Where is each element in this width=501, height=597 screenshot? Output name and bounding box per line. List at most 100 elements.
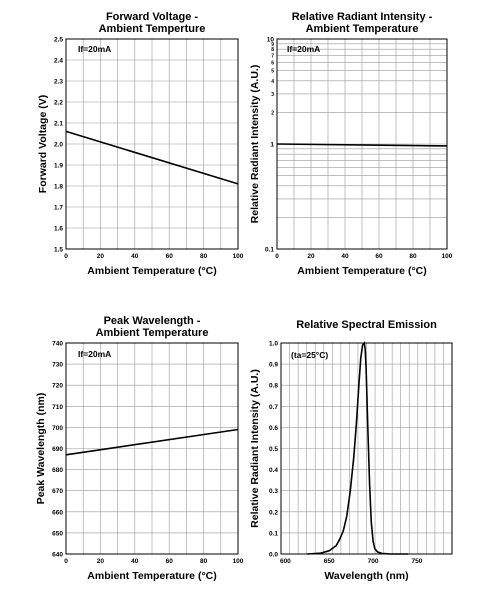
y-tick-label: 2.3	[54, 79, 63, 86]
y-tick-label: 2.1	[54, 121, 63, 128]
x-tick-label: 40	[131, 253, 139, 260]
y-minor-tick-label: 7	[271, 53, 274, 59]
plot-frame	[65, 342, 239, 555]
y-tick-label: 650	[52, 530, 63, 537]
condition-annotation: (ta=25°C)	[291, 350, 328, 360]
y-ticks: 0.0 0.1 0.2 0.3 0.4 0.5 0.6 0.7 0.8 0.9 1.0	[269, 341, 278, 559]
data-line	[65, 130, 239, 185]
x-tick-label: 60	[375, 253, 383, 260]
y-tick-label: 670	[52, 488, 63, 495]
y-tick-label: 1.9	[54, 163, 63, 170]
chart-title: Relative Radiant Intensity -	[292, 11, 433, 23]
x-ticks: 0 20 40 60 80 100	[64, 558, 244, 565]
plot-frame	[65, 38, 239, 250]
x-axis-label: Ambient Temperature (°C)	[297, 265, 426, 277]
chart-3: Peak Wavelength -Ambient Temperature 0 20 4…	[35, 315, 244, 582]
y-tick-label: 10	[267, 37, 275, 44]
y-tick-label: 1.8	[54, 184, 63, 191]
x-axis-label: Wavelength (nm)	[324, 570, 408, 582]
y-tick-label: 2.0	[54, 142, 63, 149]
x-axis-label: Ambient Temperature (°C)	[87, 265, 216, 277]
data-line	[276, 143, 448, 147]
chart-1: Forward Voltage -Ambient Temperture 0 20 40…	[37, 11, 244, 277]
y-tick-label: 0.1	[265, 247, 274, 254]
y-minor-tick-label: 9	[271, 42, 274, 48]
x-ticks: 600 650 700 750	[280, 558, 423, 565]
y-minor-tick-label: 8	[271, 47, 274, 53]
y-tick-label: 2.5	[54, 37, 63, 44]
x-tick-label: 0	[64, 558, 68, 565]
x-tick-label: 40	[341, 253, 349, 260]
condition-annotation: If=20mA	[287, 44, 320, 54]
x-ticks: 0 20 40 60 80 100	[275, 253, 453, 260]
x-tick-label: 80	[200, 253, 208, 260]
condition-annotation: If=20mA	[78, 44, 111, 54]
chart-title: Ambient Temperature	[306, 23, 419, 35]
y-tick-label: 2.2	[54, 100, 63, 107]
y-tick-label: 0.5	[269, 446, 278, 453]
x-tick-label: 100	[233, 558, 244, 565]
x-tick-label: 0	[275, 253, 279, 260]
x-axis-label: Ambient Temperature (°C)	[87, 570, 216, 582]
chart-title: Relative Spectral Emission	[296, 319, 437, 331]
y-tick-label: 0.2	[269, 509, 278, 516]
y-ticks: 1.5 1.6 1.7 1.8 1.9 2.0 2.1 2.2 2.3 2.4 2.5	[54, 37, 63, 254]
y-minor-tick-label: 2	[271, 110, 274, 116]
chart-title: Ambient Temperature	[96, 327, 209, 339]
y-tick-label: 730	[52, 362, 63, 369]
y-minor-tick-label: 6	[271, 60, 274, 66]
x-tick-label: 60	[166, 253, 174, 260]
y-minor-tick-label: 5	[271, 69, 274, 75]
y-tick-label: 1.6	[54, 226, 63, 233]
x-tick-label: 20	[97, 558, 105, 565]
x-tick-label: 80	[200, 558, 208, 565]
y-tick-label: 640	[52, 552, 63, 559]
x-tick-label: 0	[64, 253, 68, 260]
y-axis-label: Peak Wavelength (nm)	[35, 393, 47, 505]
y-axis-label: Forward Voltage (V)	[37, 95, 49, 193]
x-tick-label: 80	[409, 253, 417, 260]
x-tick-label: 20	[307, 253, 315, 260]
chart-2: Relative Radiant Intensity -Ambient Temp…	[249, 11, 453, 277]
x-tick-label: 60	[166, 558, 174, 565]
y-tick-label: 1.5	[54, 247, 63, 254]
x-tick-label: 750	[411, 558, 422, 565]
x-tick-label: 100	[442, 253, 453, 260]
y-tick-label: 1	[270, 142, 274, 149]
y-tick-label: 0.6	[269, 425, 278, 432]
x-tick-label: 600	[280, 558, 291, 565]
grid	[66, 343, 238, 554]
data-line	[307, 341, 409, 555]
y-tick-label: 0.0	[269, 552, 278, 559]
y-tick-label: 680	[52, 467, 63, 474]
x-ticks: 0 20 40 60 80 100	[64, 253, 244, 260]
y-tick-label: 0.9	[269, 362, 278, 369]
y-minor-tick-label: 3	[271, 92, 274, 98]
y-tick-label: 700	[52, 425, 63, 432]
x-tick-label: 20	[97, 253, 105, 260]
y-tick-label: 0.8	[269, 383, 278, 390]
y-axis-label: Relative Radiant Intensity (A.U.)	[249, 369, 261, 528]
y-tick-label: 0.3	[269, 488, 278, 495]
y-tick-label: 710	[52, 404, 63, 411]
y-tick-label: 720	[52, 383, 63, 390]
chart-title: Forward Voltage -	[106, 11, 198, 23]
x-tick-label: 700	[368, 558, 379, 565]
x-tick-label: 650	[324, 558, 335, 565]
y-tick-label: 690	[52, 446, 63, 453]
y-tick-label: 740	[52, 341, 63, 348]
y-tick-label: 2.4	[54, 58, 63, 65]
chart-4: Relative Spectral Emission 600 650 700 750 0.…	[249, 319, 453, 582]
y-tick-label: 0.4	[269, 467, 278, 474]
plot-frame	[280, 342, 453, 555]
grid	[66, 39, 238, 249]
y-tick-label: 660	[52, 509, 63, 516]
x-tick-label: 40	[131, 558, 139, 565]
data-line	[65, 428, 239, 456]
y-minor-tick-label: 4	[271, 79, 274, 85]
y-tick-label: 0.1	[269, 530, 278, 537]
y-tick-label: 1.7	[54, 205, 63, 212]
chart-title: Ambient Temperture	[99, 23, 206, 35]
